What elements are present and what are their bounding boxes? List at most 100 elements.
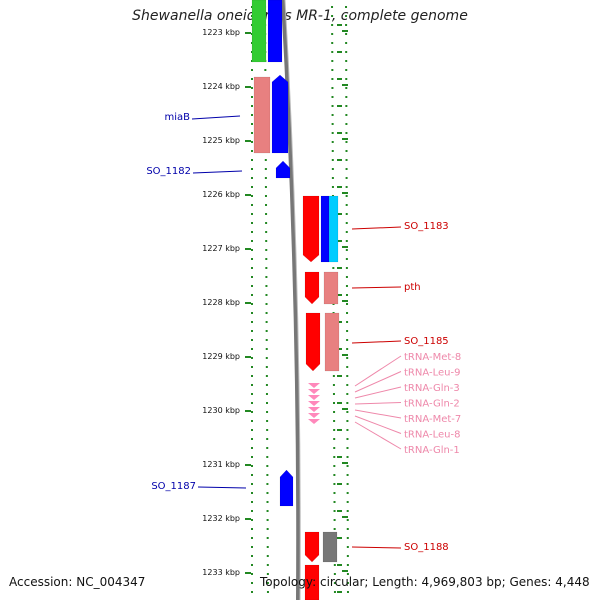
gene-trna [308,419,320,424]
ruler-dot [251,222,253,224]
ruler-dot [346,537,349,539]
ruler-dot [251,231,253,233]
gene-label-SO_1185: SO_1185 [404,336,449,347]
ruler-tick [337,51,342,53]
ruler-dot [251,582,253,584]
ruler-dot [251,474,253,476]
ruler-dot [333,438,336,440]
axis-tick-mark [245,86,251,88]
ruler-dot [333,591,336,593]
ruler-dot [251,249,253,251]
ruler-dot [345,285,348,287]
ruler-dot [251,186,253,188]
ruler-dot [345,24,348,26]
gene-block-green [251,0,267,63]
ruler-dot [251,366,253,368]
ruler-dot [251,456,253,458]
ruler-dot [346,564,349,566]
ruler-dot [346,447,349,449]
ruler-tick [342,300,348,302]
ruler-dot [331,105,334,107]
ruler-dot [332,393,335,395]
ruler-dot [345,96,348,98]
gene-label-SO_1187: SO_1187 [151,481,196,492]
gene-label-tRNA-Leu-9: tRNA-Leu-9 [404,368,460,379]
gene-trna [308,413,320,418]
ruler-dot [265,321,268,323]
ruler-dot [251,357,253,359]
ruler-dot [265,375,268,377]
ruler-dot [251,267,253,269]
ruler-dot [251,339,253,341]
ruler-dot [345,15,348,17]
ruler-dot [264,69,267,71]
axis-tick-label: 1232 kbp [202,514,240,523]
leader-line [191,115,241,120]
gene-trna [308,389,320,394]
ruler-dot [333,573,336,575]
gene-SO_1185 [305,312,321,372]
ruler-tick [337,132,342,134]
ruler-dot [251,483,253,485]
ruler-dot [346,501,349,503]
ruler-dot [346,465,349,467]
ruler-tick [337,429,342,431]
ruler-dot [346,384,349,386]
ruler-dot [266,420,269,422]
gene-label-pth: pth [404,282,421,293]
ruler-dot [346,366,349,368]
ruler-dot [266,474,269,476]
ruler-dot [251,384,253,386]
ruler-dot [345,51,348,53]
ruler-dot [251,492,253,494]
ruler-dot [345,105,348,107]
ruler-dot [251,321,253,323]
ruler-dot [251,519,253,521]
ruler-dot [346,474,349,476]
ruler-tick [337,24,342,26]
gene-label-tRNA-Gln-2: tRNA-Gln-2 [404,399,460,410]
ruler-dot [266,492,269,494]
ruler-dot [251,141,253,143]
ruler-dot [346,330,349,332]
ruler-dot [251,402,253,404]
ruler-dot [333,510,336,512]
ruler-tick [337,537,342,539]
ruler-tick [337,375,342,377]
ruler-dot [266,411,269,413]
ruler-dot [331,60,334,62]
ruler-dot [266,456,269,458]
ruler-tick [337,78,342,80]
gene-miaB-cds [253,76,271,154]
ruler-dot [331,24,334,26]
gene-trna [308,383,320,388]
ruler-dot [345,114,348,116]
axis-tick-label: 1226 kbp [202,190,240,199]
ruler-dot [331,15,334,17]
axis-tick-mark [245,410,251,412]
ruler-dot [251,294,253,296]
ruler-dot [331,141,334,143]
ruler-dot [265,384,268,386]
gene-label-tRNA-Met-8: tRNA-Met-8 [404,352,461,363]
gene-label-SO_1188: SO_1188 [404,542,449,553]
ruler-dot [251,348,253,350]
ruler-dot [266,402,269,404]
ruler-dot [265,294,268,296]
ruler-dot [345,195,348,197]
axis-tick-label: 1224 kbp [202,82,240,91]
ruler-dot [265,348,268,350]
ruler-dot [346,429,349,431]
ruler-dot [331,6,334,8]
ruler-tick [342,354,348,356]
ruler-dot [266,528,269,530]
ruler-dot [345,60,348,62]
ruler-dot [266,564,269,566]
ruler-dot [266,438,269,440]
ruler-tick [342,84,348,86]
ruler-dot [264,159,267,161]
ruler-dot [266,465,269,467]
axis-tick-mark [245,248,251,250]
ruler-dot [251,132,253,134]
ruler-dot [264,168,267,170]
